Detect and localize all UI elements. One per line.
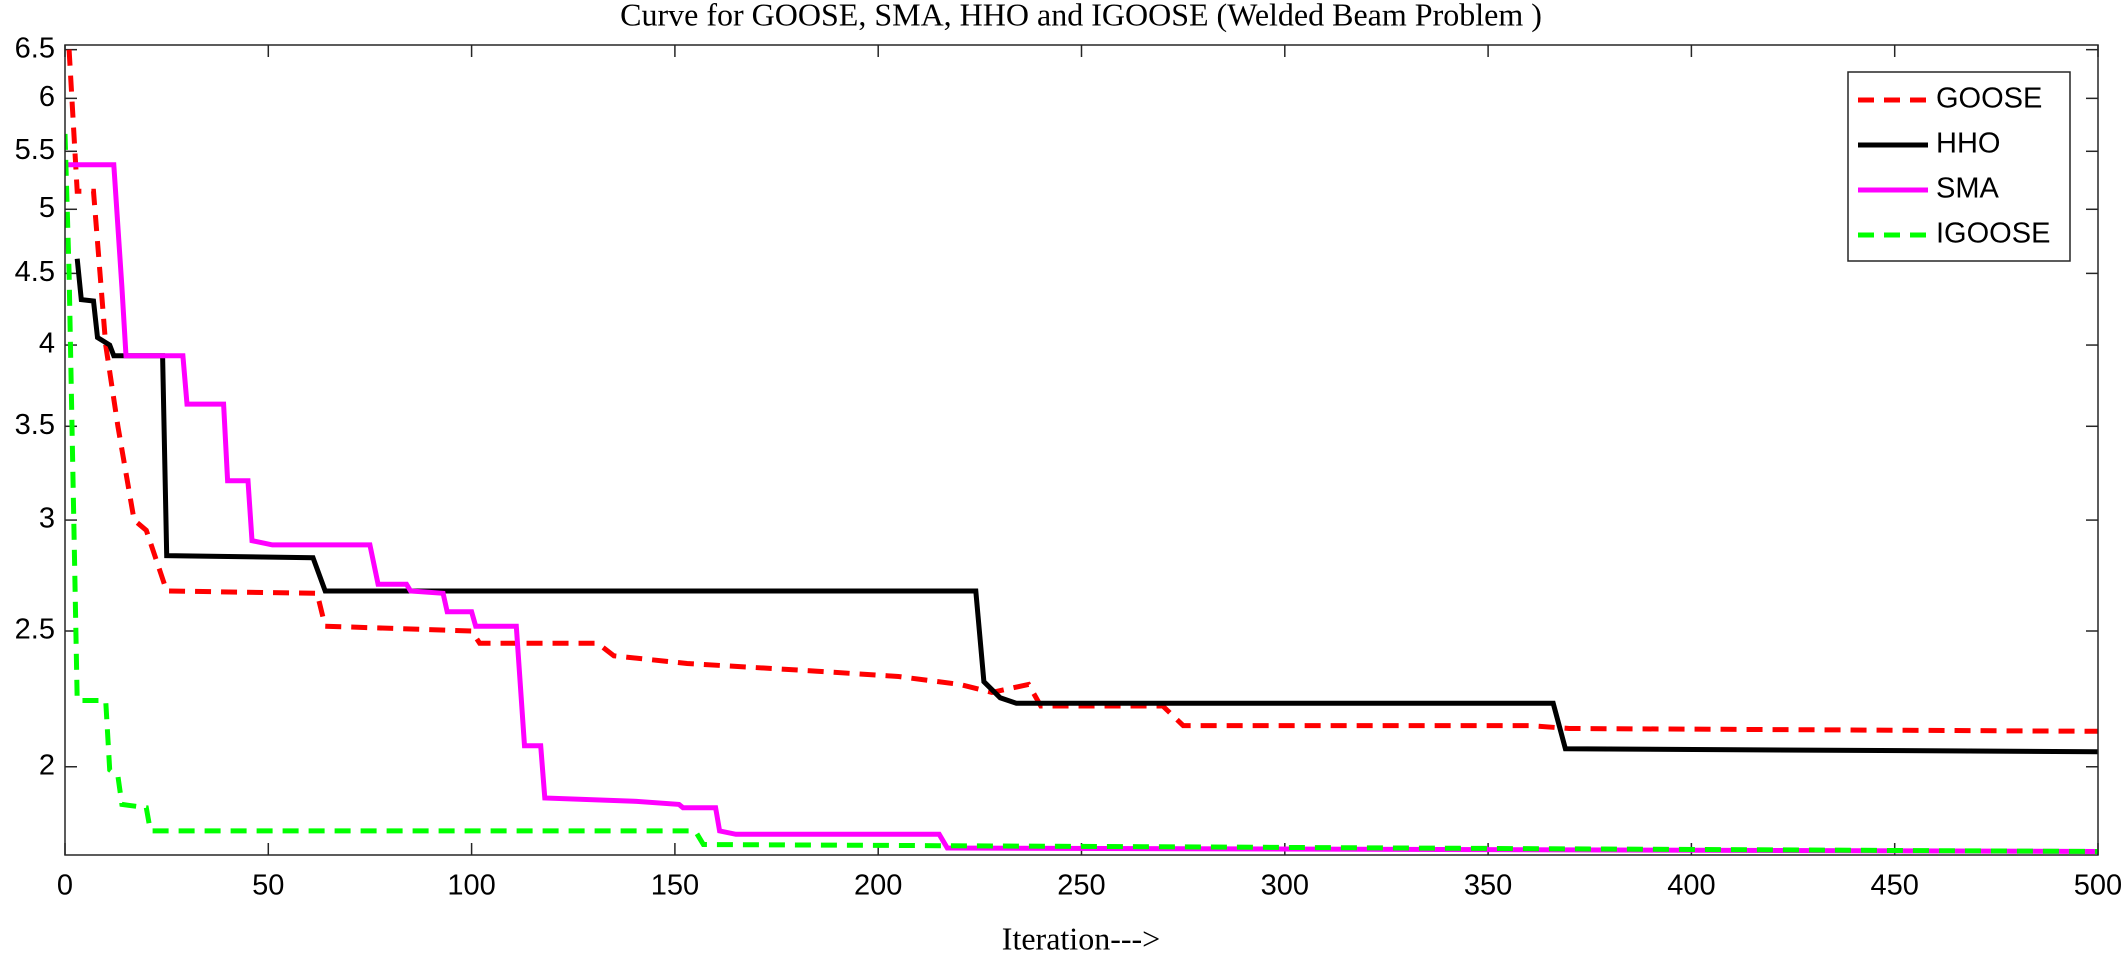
legend-label: SMA <box>1936 173 2000 205</box>
y-tick-label: 2 <box>39 749 55 781</box>
chart-title: Curve for GOOSE, SMA, HHO and IGOOSE (We… <box>620 0 1542 32</box>
x-tick-label: 250 <box>1057 870 1105 902</box>
y-tick-label: 3 <box>39 503 55 535</box>
x-tick-label: 450 <box>1871 870 1919 902</box>
x-tick-label: 400 <box>1667 870 1715 902</box>
y-tick-label: 6 <box>39 81 55 113</box>
series-line <box>74 258 2098 755</box>
y-tick-label: 4.5 <box>15 256 55 288</box>
y-tick-label: 2.5 <box>15 614 55 646</box>
series-line <box>66 49 2098 734</box>
legend-label: IGOOSE <box>1936 218 2050 250</box>
legend-box <box>1847 71 2071 262</box>
x-tick-label: 0 <box>57 870 73 902</box>
legend-label: GOOSE <box>1936 83 2042 115</box>
series-line <box>65 133 2098 854</box>
y-tick-label: 4 <box>39 328 55 360</box>
x-tick-label: 500 <box>2074 870 2122 902</box>
y-tick-label: 5 <box>39 192 55 224</box>
x-axis-label: Iteration---> <box>1002 920 1160 956</box>
y-tick-label: 6.5 <box>15 32 55 64</box>
x-tick-label: 50 <box>252 870 284 902</box>
x-tick-label: 100 <box>447 870 495 902</box>
x-tick-label: 300 <box>1261 870 1309 902</box>
series-line <box>65 162 2098 854</box>
x-tick-label: 150 <box>651 870 699 902</box>
legend-label: HHO <box>1936 128 2000 160</box>
x-tick-label: 200 <box>854 870 902 902</box>
y-tick-label: 5.5 <box>15 134 55 166</box>
x-tick-label: 350 <box>1464 870 1512 902</box>
plot-frame <box>64 44 2099 856</box>
y-tick-label: 3.5 <box>15 409 55 441</box>
